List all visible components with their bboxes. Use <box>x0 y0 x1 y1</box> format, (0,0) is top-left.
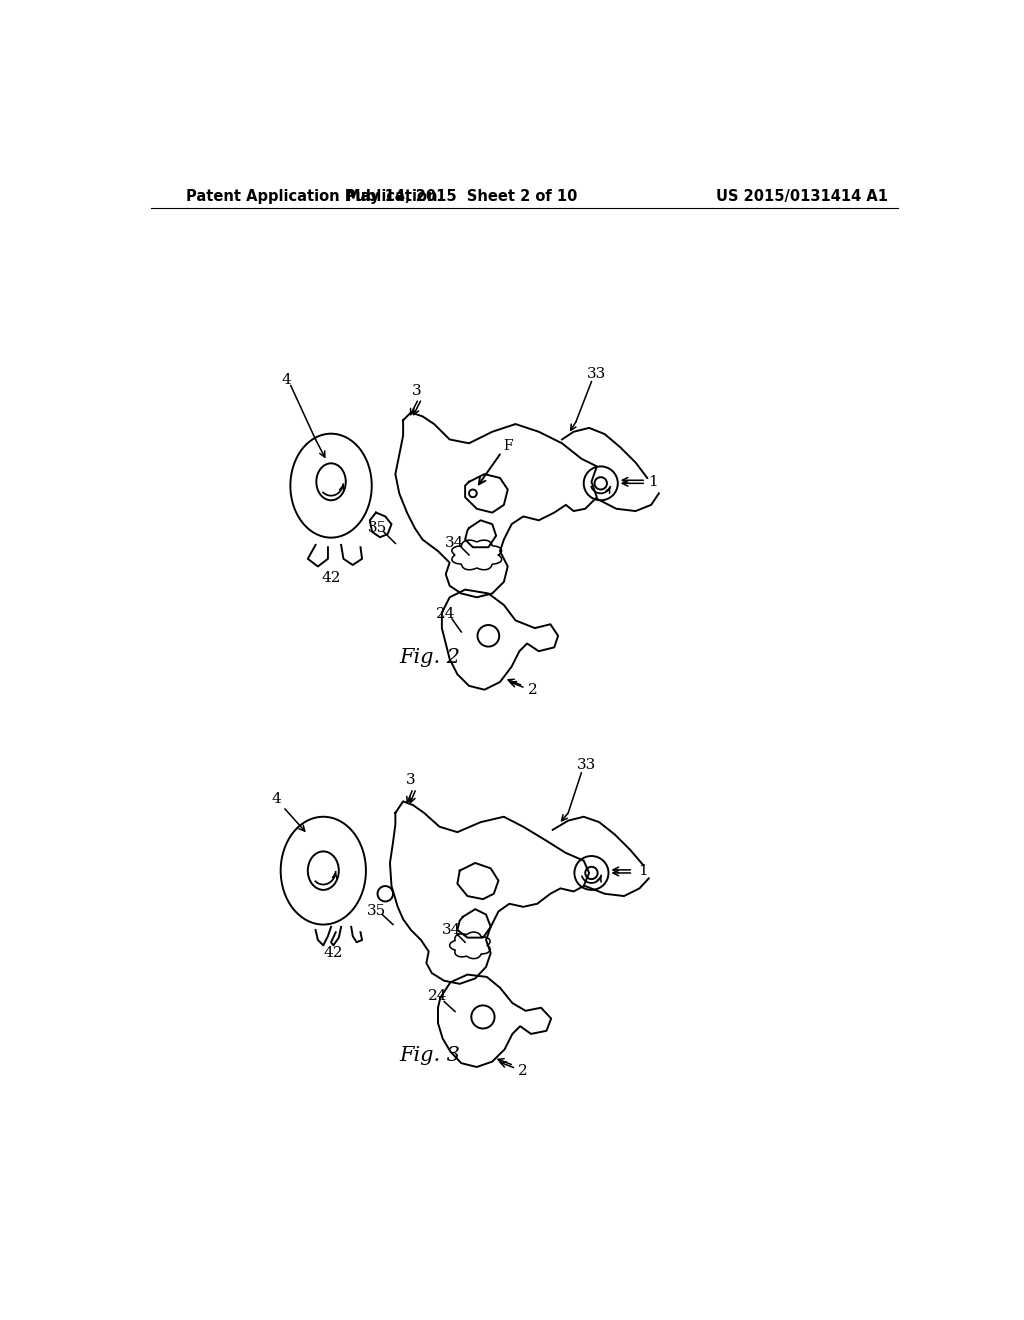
Text: 42: 42 <box>322 572 341 585</box>
Text: 35: 35 <box>367 904 386 917</box>
Text: 1: 1 <box>639 865 648 878</box>
Text: 3: 3 <box>407 772 416 787</box>
Text: 24: 24 <box>428 989 447 1003</box>
Text: 2: 2 <box>518 1064 528 1078</box>
Text: F: F <box>503 438 513 453</box>
Text: 4: 4 <box>282 374 291 387</box>
Text: 34: 34 <box>445 536 465 550</box>
Text: 33: 33 <box>587 367 606 381</box>
Text: May 14, 2015  Sheet 2 of 10: May 14, 2015 Sheet 2 of 10 <box>345 189 577 205</box>
Text: 33: 33 <box>578 758 596 772</box>
Text: 42: 42 <box>324 946 343 960</box>
Text: 35: 35 <box>368 521 387 535</box>
Text: 24: 24 <box>436 607 456 622</box>
Text: 2: 2 <box>527 682 538 697</box>
Text: Fig. 3: Fig. 3 <box>399 1045 461 1065</box>
Text: 3: 3 <box>412 384 421 397</box>
Text: Patent Application Publication: Patent Application Publication <box>186 189 437 205</box>
Text: 1: 1 <box>648 475 658 488</box>
Text: 4: 4 <box>272 792 282 807</box>
Text: 34: 34 <box>441 923 461 937</box>
Text: US 2015/0131414 A1: US 2015/0131414 A1 <box>716 189 888 205</box>
Text: Fig. 2: Fig. 2 <box>399 648 461 667</box>
